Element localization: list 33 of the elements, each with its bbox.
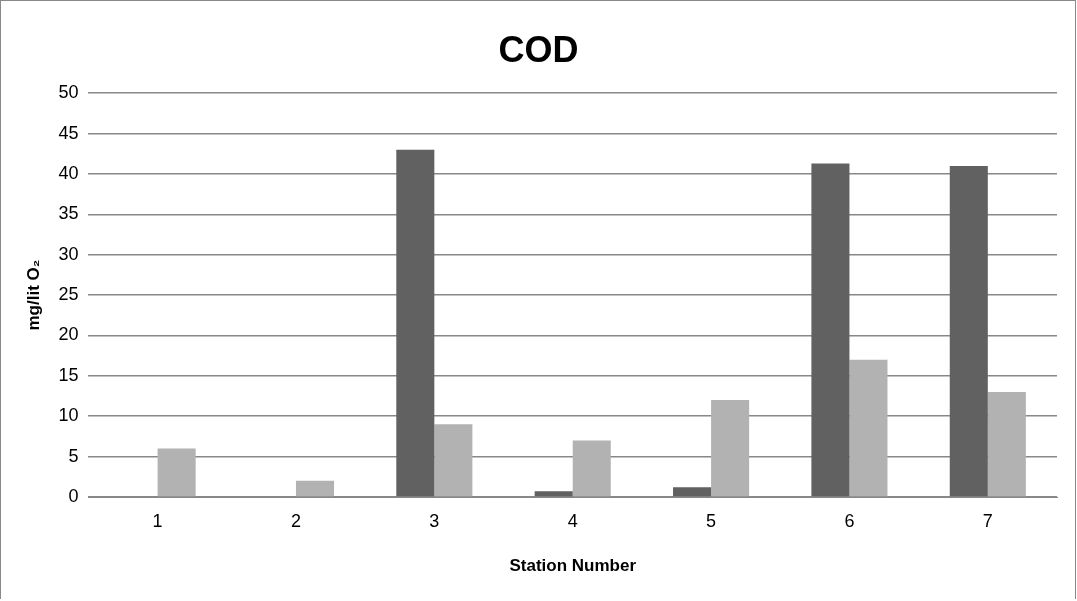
bar: [673, 487, 712, 497]
x-axis-title: Station Number: [509, 556, 637, 576]
x-tick-label: 4: [567, 510, 578, 531]
y-tick-label: 45: [58, 122, 79, 143]
bar: [534, 491, 573, 497]
y-tick-label: 40: [58, 162, 79, 183]
bar: [987, 392, 1026, 497]
bar: [849, 359, 888, 497]
y-axis-title: mg/lit O₂: [23, 259, 43, 331]
x-tick-label: 6: [844, 510, 855, 531]
y-tick-label: 15: [58, 364, 79, 385]
y-tick-label: 20: [58, 324, 79, 345]
x-tick-label: 2: [290, 510, 301, 531]
bar: [434, 424, 473, 497]
x-tick-label: 5: [706, 510, 717, 531]
bar: [949, 165, 988, 497]
chart-title: COD: [498, 28, 579, 70]
y-tick-label: 30: [58, 243, 79, 264]
y-tick-label: 35: [58, 203, 79, 224]
x-tick-label: 1: [152, 510, 163, 531]
x-tick-label: 7: [982, 510, 993, 531]
y-tick-label: 25: [58, 284, 79, 305]
bar: [157, 448, 196, 497]
bar: [811, 163, 850, 497]
bar: [711, 400, 750, 497]
bar: [572, 440, 611, 497]
bar: [396, 149, 435, 497]
y-tick-label: 0: [68, 485, 79, 506]
y-tick-label: 5: [68, 445, 79, 466]
x-tick-label: 3: [429, 510, 440, 531]
y-tick-label: 50: [58, 82, 79, 103]
bar: [295, 480, 335, 497]
y-tick-label: 10: [58, 405, 79, 426]
